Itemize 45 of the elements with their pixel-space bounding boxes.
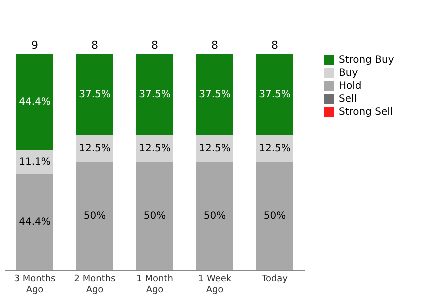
bar	[256, 135, 294, 162]
data-label: 50%	[84, 211, 106, 222]
data-label: 44.4%	[19, 97, 51, 108]
annotation: 8	[152, 39, 158, 52]
x-tick-label: 1 Month Ago	[136, 274, 174, 296]
data-label: 11.1%	[19, 157, 51, 168]
bar	[76, 162, 114, 270]
data-label: 37.5%	[79, 90, 111, 100]
bar	[196, 54, 234, 135]
x-tick-label: 2 Months Ago	[74, 274, 116, 296]
data-label: 50%	[264, 211, 286, 222]
bar	[76, 54, 114, 135]
bar	[136, 162, 174, 270]
annotation: 8	[212, 39, 218, 52]
annotation: 8	[272, 39, 278, 52]
bar	[76, 135, 114, 162]
bar	[196, 162, 234, 270]
data-label: 37.5%	[199, 90, 231, 100]
bar	[16, 54, 54, 150]
bar	[16, 150, 54, 174]
bar	[256, 54, 294, 135]
data-label: 12.5%	[199, 144, 231, 154]
legend-label: Strong Buy	[339, 55, 394, 66]
x-tick-label: Today	[260, 274, 289, 284]
annotation: 8	[92, 39, 98, 52]
legend-label: Hold	[339, 81, 362, 92]
data-label: 12.5%	[259, 144, 291, 154]
data-label: 50%	[204, 211, 226, 222]
bar	[196, 135, 234, 162]
x-tick-label: 1 Week Ago	[198, 274, 232, 296]
bar	[16, 174, 54, 270]
bar	[136, 54, 174, 135]
annotation: 9	[32, 39, 38, 52]
data-label: 12.5%	[139, 144, 171, 154]
legend-label: Strong Sell	[339, 107, 394, 118]
bar	[256, 162, 294, 270]
data-label: 50%	[144, 211, 166, 222]
x-tick-label: 3 Months Ago	[14, 274, 56, 296]
data-label: 44.4%	[19, 217, 51, 228]
bar	[136, 135, 174, 162]
legend-label: Buy	[339, 68, 358, 79]
data-label: 37.5%	[139, 90, 171, 100]
data-label: 37.5%	[259, 90, 291, 100]
legend-label: Sell	[339, 94, 358, 105]
data-label: 12.5%	[79, 144, 111, 154]
